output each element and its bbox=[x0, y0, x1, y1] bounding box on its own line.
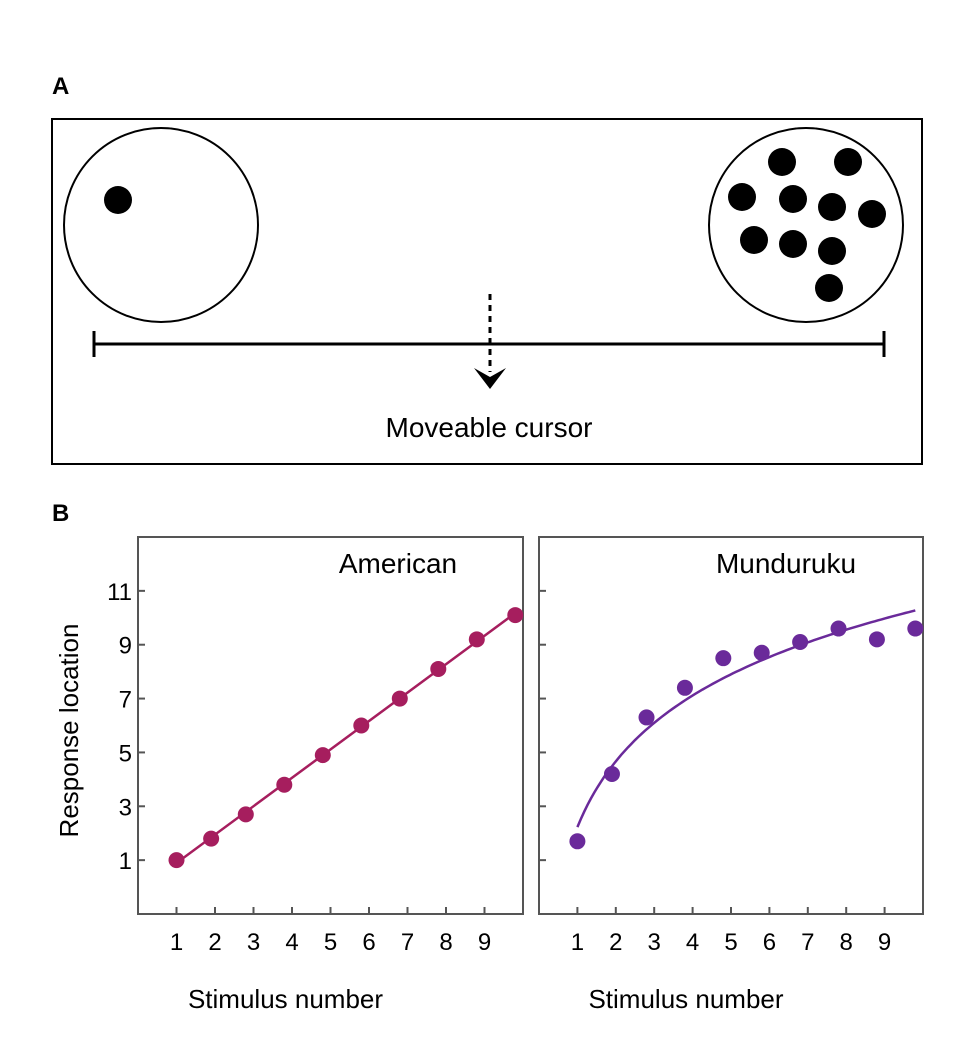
y-tick-label: 9 bbox=[119, 633, 132, 660]
x-tick-label: 9 bbox=[478, 929, 491, 956]
right-dot bbox=[768, 148, 796, 176]
x-tick-label: 4 bbox=[285, 929, 298, 956]
right-dot bbox=[728, 183, 756, 211]
x-tick-label: 5 bbox=[324, 929, 337, 956]
panel-b-letter: B bbox=[52, 500, 69, 527]
x-tick-label: 7 bbox=[801, 929, 814, 956]
munduruku-x-axis-title: Stimulus number bbox=[588, 984, 783, 1014]
munduruku-data-point bbox=[830, 620, 847, 637]
american-data-point bbox=[203, 830, 220, 847]
left-dot-circle bbox=[63, 127, 259, 323]
american-data-point bbox=[237, 806, 254, 823]
x-tick-label: 6 bbox=[362, 929, 375, 956]
american-data-point bbox=[507, 607, 524, 624]
american-data-point bbox=[276, 776, 293, 793]
x-tick-label: 7 bbox=[401, 929, 414, 956]
right-dot bbox=[815, 274, 843, 302]
munduruku-data-point bbox=[715, 650, 732, 667]
american-x-axis-title: Stimulus number bbox=[188, 984, 383, 1014]
munduruku-plot-frame bbox=[538, 536, 924, 915]
munduruku-data-point bbox=[792, 634, 809, 651]
munduruku-data-point bbox=[676, 679, 693, 696]
left-dot bbox=[104, 186, 132, 214]
x-tick-label: 8 bbox=[840, 929, 853, 956]
x-tick-label: 2 bbox=[208, 929, 221, 956]
munduruku-data-point bbox=[868, 631, 885, 648]
x-tick-label: 3 bbox=[247, 929, 260, 956]
y-tick-label: 1 bbox=[119, 848, 132, 875]
munduruku-data-point bbox=[753, 644, 770, 661]
y-tick-label: 3 bbox=[119, 794, 132, 821]
right-dot bbox=[779, 185, 807, 213]
x-tick-label: 9 bbox=[878, 929, 891, 956]
x-tick-label: 3 bbox=[648, 929, 661, 956]
y-tick-label: 7 bbox=[119, 687, 132, 714]
munduruku-title: Munduruku bbox=[716, 548, 856, 579]
american-data-point bbox=[314, 747, 331, 764]
munduruku-data-point bbox=[907, 620, 924, 637]
x-tick-label: 6 bbox=[763, 929, 776, 956]
y-axis-title: Response location bbox=[54, 624, 84, 838]
american-plot-frame bbox=[137, 536, 524, 915]
x-tick-label: 5 bbox=[724, 929, 737, 956]
american-data-point bbox=[168, 852, 185, 869]
american-data-point bbox=[391, 690, 408, 707]
moveable-cursor-arrow[interactable] bbox=[474, 294, 506, 389]
panel-a-frame bbox=[51, 118, 923, 465]
x-tick-label: 8 bbox=[439, 929, 452, 956]
x-tick-label: 1 bbox=[170, 929, 183, 956]
american-data-point bbox=[430, 660, 447, 677]
american-data-point bbox=[468, 631, 485, 648]
american-title: American bbox=[339, 548, 457, 579]
x-tick-label: 2 bbox=[609, 929, 622, 956]
right-dot bbox=[818, 237, 846, 265]
munduruku-data-point bbox=[603, 765, 620, 782]
x-tick-label: 4 bbox=[686, 929, 699, 956]
x-tick-label: 1 bbox=[571, 929, 584, 956]
right-dots bbox=[728, 148, 886, 302]
right-dot bbox=[779, 230, 807, 258]
y-tick-label: 5 bbox=[119, 740, 132, 767]
right-dot bbox=[818, 193, 846, 221]
american-fit-line bbox=[175, 612, 517, 865]
munduruku-data-point bbox=[638, 709, 655, 726]
panel-a-letter: A bbox=[52, 73, 69, 100]
right-dot bbox=[858, 200, 886, 228]
y-tick-label: 11 bbox=[107, 579, 132, 606]
right-dot-circle bbox=[708, 127, 904, 323]
munduruku-chart: 1 2 3 4 5 6 7 8 9 Munduruku Stimulus number bbox=[538, 536, 924, 1014]
munduruku-data-point bbox=[569, 833, 586, 850]
moveable-cursor-label: Moveable cursor bbox=[386, 412, 593, 443]
right-dot bbox=[740, 226, 768, 254]
right-dot bbox=[834, 148, 862, 176]
munduruku-fit-line bbox=[576, 609, 916, 828]
american-data-point bbox=[353, 717, 370, 734]
